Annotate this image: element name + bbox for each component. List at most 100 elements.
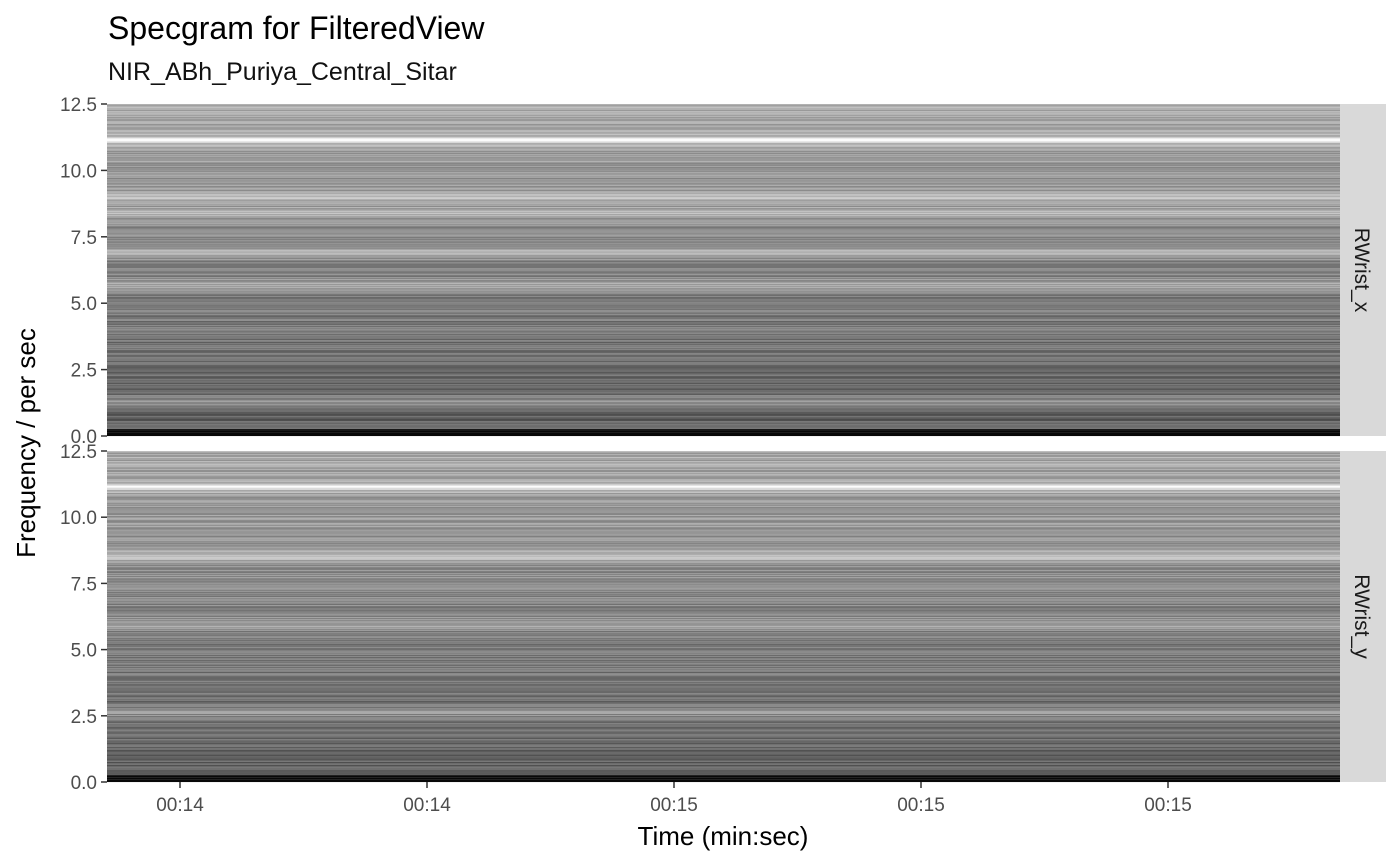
spectral-bin bbox=[107, 754, 1340, 756]
spectral-bin bbox=[107, 751, 1340, 753]
spectral-bin bbox=[107, 108, 1340, 110]
spectral-bin bbox=[107, 209, 1340, 211]
spectral-bin bbox=[107, 494, 1340, 496]
spectral-bin bbox=[107, 347, 1340, 349]
spectral-bin bbox=[107, 487, 1340, 489]
spectral-bin bbox=[107, 243, 1340, 245]
spectral-bin bbox=[107, 162, 1340, 164]
spectral-bin bbox=[107, 472, 1340, 474]
spectral-bin bbox=[107, 462, 1340, 464]
spectral-bin bbox=[107, 412, 1340, 414]
spectral-bin bbox=[107, 527, 1340, 529]
spectral-bin bbox=[107, 780, 1340, 782]
spectral-bin bbox=[107, 745, 1340, 747]
spectral-bin bbox=[107, 404, 1340, 406]
spectral-bin bbox=[107, 539, 1340, 541]
spectral-bin bbox=[107, 136, 1340, 138]
spectral-bin bbox=[107, 490, 1340, 492]
spectral-bin bbox=[107, 382, 1340, 384]
spectral-bin bbox=[107, 371, 1340, 373]
spectral-bin bbox=[107, 752, 1340, 754]
spectral-bin bbox=[107, 131, 1340, 133]
spectral-bin bbox=[107, 466, 1340, 468]
axis-layer: 0.02.55.07.510.012.50.02.55.07.510.012.5… bbox=[60, 95, 1192, 816]
spectral-bin bbox=[107, 464, 1340, 466]
spectral-bin bbox=[107, 674, 1340, 676]
spectral-bin bbox=[107, 150, 1340, 152]
y-tick-label: 2.5 bbox=[71, 707, 97, 728]
spectral-bin bbox=[107, 122, 1340, 124]
spectral-bin bbox=[107, 193, 1340, 195]
spectral-bin bbox=[107, 118, 1340, 120]
spectral-bin bbox=[107, 116, 1340, 118]
spectral-bin bbox=[107, 483, 1340, 485]
spectral-bin bbox=[107, 188, 1340, 190]
spectral-bin bbox=[107, 610, 1340, 612]
spectral-bin bbox=[107, 734, 1340, 736]
spectral-bin bbox=[107, 774, 1340, 776]
spectral-bin bbox=[107, 314, 1340, 316]
spectral-bin bbox=[107, 423, 1340, 425]
spectral-bin bbox=[107, 144, 1340, 146]
spectral-bin bbox=[107, 614, 1340, 616]
spectral-bin bbox=[107, 729, 1340, 731]
spectral-bin bbox=[107, 571, 1340, 573]
spectral-bin bbox=[107, 253, 1340, 255]
spectral-bin bbox=[107, 672, 1340, 674]
spectral-bin bbox=[107, 679, 1340, 681]
spectral-bin bbox=[107, 572, 1340, 574]
spectral-bin bbox=[107, 128, 1340, 130]
spectral-bin bbox=[107, 117, 1340, 119]
spectral-bin bbox=[107, 146, 1340, 148]
spectral-bin bbox=[107, 768, 1340, 770]
spectral-bin bbox=[107, 590, 1340, 592]
spectral-bin bbox=[107, 662, 1340, 664]
spectral-bin bbox=[107, 145, 1340, 147]
spectral-bin bbox=[107, 507, 1340, 509]
spectral-bin bbox=[107, 589, 1340, 591]
spectral-bin bbox=[107, 384, 1340, 386]
spectral-bin bbox=[107, 520, 1340, 522]
spectral-bin bbox=[107, 677, 1340, 679]
spectral-bin bbox=[107, 461, 1340, 463]
spectral-bin bbox=[107, 300, 1340, 302]
spectral-bin bbox=[107, 498, 1340, 500]
spectral-bin bbox=[107, 766, 1340, 768]
spectral-bin bbox=[107, 366, 1340, 368]
spectral-bin bbox=[107, 658, 1340, 660]
spectral-bin bbox=[107, 137, 1340, 139]
spectral-bin bbox=[107, 217, 1340, 219]
spectral-bin bbox=[107, 344, 1340, 346]
spectral-bin bbox=[107, 671, 1340, 673]
spectral-bin bbox=[107, 390, 1340, 392]
spectral-bin bbox=[107, 552, 1340, 554]
spectral-bin bbox=[107, 465, 1340, 467]
spectral-bin bbox=[107, 365, 1340, 367]
spectral-bin bbox=[107, 605, 1340, 607]
spectral-bin bbox=[107, 351, 1340, 353]
spectral-bin bbox=[107, 265, 1340, 267]
spectral-bin bbox=[107, 325, 1340, 327]
spectral-bin bbox=[107, 107, 1340, 109]
spectral-bin bbox=[107, 297, 1340, 299]
spectral-bin bbox=[107, 333, 1340, 335]
spectral-bin bbox=[107, 715, 1340, 717]
spectral-bin bbox=[107, 284, 1340, 286]
spectral-bin bbox=[107, 645, 1340, 647]
spectral-bin bbox=[107, 213, 1340, 215]
panel-1: RWrist_x bbox=[107, 104, 1386, 437]
spectral-bin bbox=[107, 191, 1340, 193]
spectral-bin bbox=[107, 586, 1340, 588]
spectral-bin bbox=[107, 620, 1340, 622]
spectral-bin bbox=[107, 740, 1340, 742]
spectral-bin bbox=[107, 597, 1340, 599]
spectral-bin bbox=[107, 170, 1340, 172]
spectral-bin bbox=[107, 757, 1340, 759]
spectral-bin bbox=[107, 453, 1340, 455]
spectral-bin bbox=[107, 772, 1340, 774]
spectral-bin bbox=[107, 173, 1340, 175]
spectral-bin bbox=[107, 142, 1340, 144]
spectral-bin bbox=[107, 206, 1340, 208]
spectral-bin bbox=[107, 143, 1340, 145]
